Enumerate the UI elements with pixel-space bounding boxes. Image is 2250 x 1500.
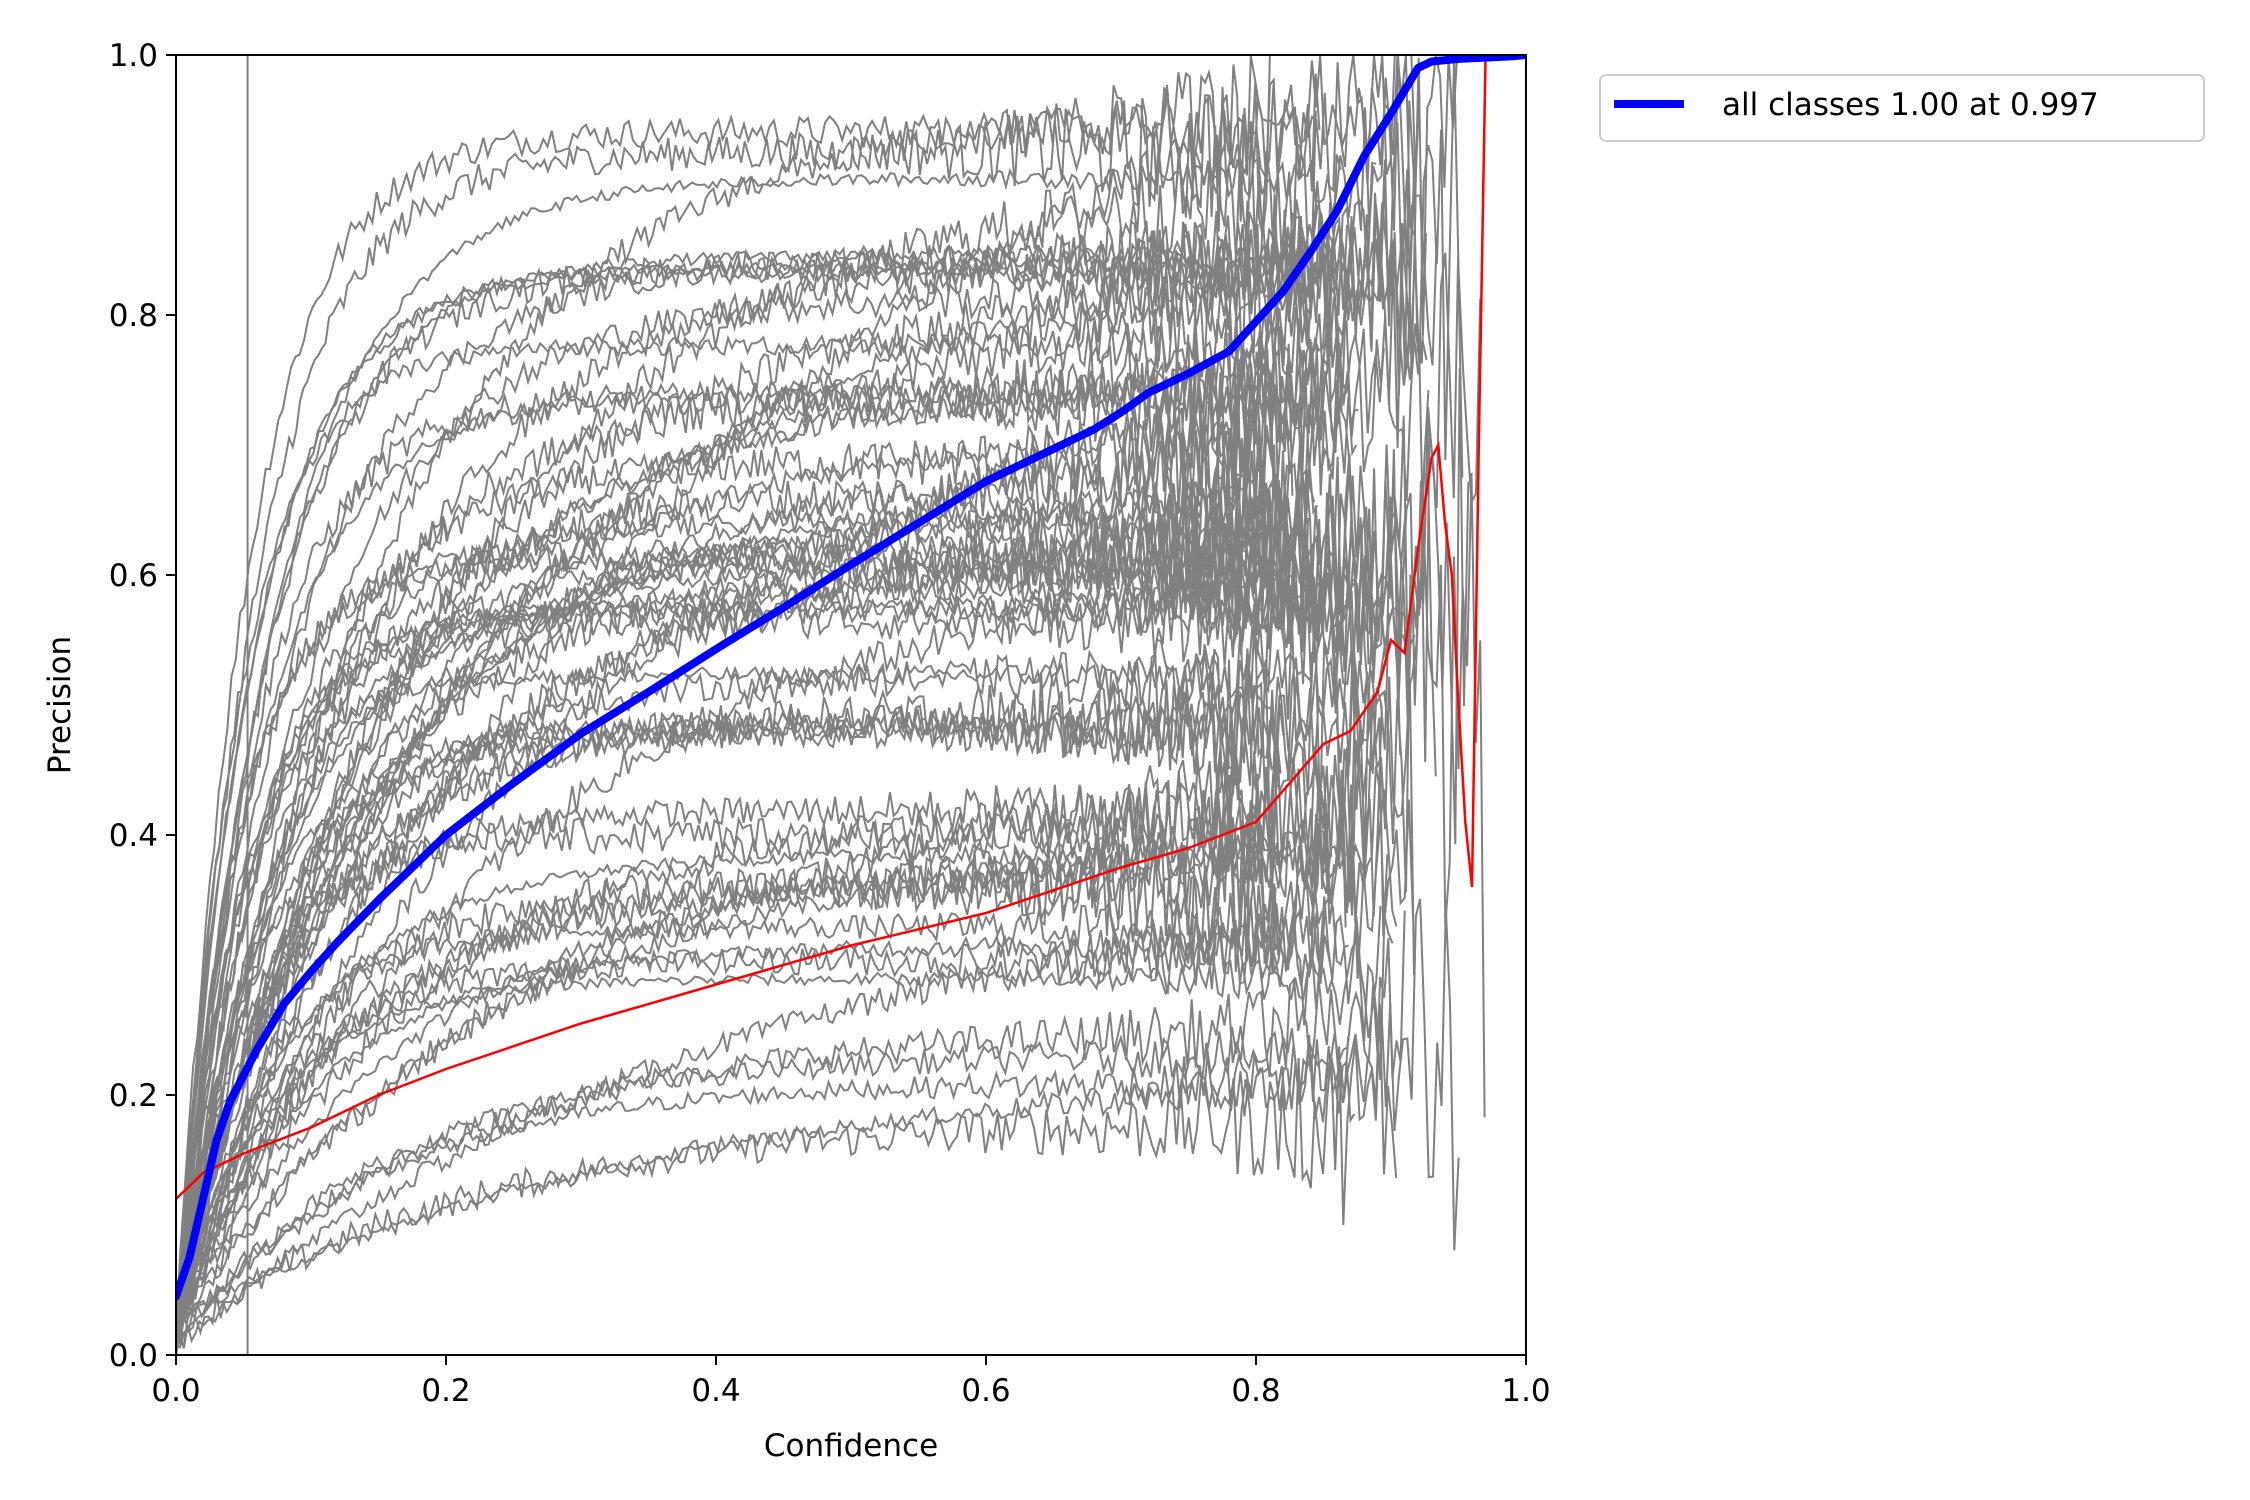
class-curve	[176, 770, 1346, 1336]
y-tick-label: 0.8	[109, 298, 158, 334]
x-tick-label: 1.0	[1501, 1373, 1550, 1409]
class-curve	[176, 684, 1283, 1355]
legend-label: all classes 1.00 at 0.997	[1722, 87, 2099, 123]
y-tick-label: 1.0	[109, 38, 158, 74]
y-axis: 0.0 0.2 0.4 0.6 0.8 1.0	[109, 38, 176, 1374]
legend: all classes 1.00 at 0.997	[1600, 75, 2204, 141]
x-tick-label: 0.6	[961, 1373, 1010, 1409]
class-curve	[176, 911, 1405, 1344]
precision-confidence-chart: 0.0 0.2 0.4 0.6 0.8 1.0 0.0 0.2 0.4 0.6 0.8 1.0 Co…	[0, 0, 2250, 1500]
x-tick-label: 0.2	[421, 1373, 470, 1409]
x-tick-label: 0.8	[1231, 1373, 1280, 1409]
y-tick-label: 0.0	[109, 1338, 158, 1374]
per-class-curves	[176, 55, 1485, 1355]
x-tick-label: 0.4	[691, 1373, 740, 1409]
y-axis-label: Precision	[42, 636, 78, 774]
x-axis: 0.0 0.2 0.4 0.6 0.8 1.0	[151, 1355, 1550, 1409]
x-axis-label: Confidence	[764, 1428, 938, 1464]
class-curve	[176, 1035, 1348, 1348]
y-tick-label: 0.6	[109, 558, 158, 594]
y-tick-label: 0.4	[109, 818, 158, 854]
x-tick-label: 0.0	[151, 1373, 200, 1409]
y-tick-label: 0.2	[109, 1078, 158, 1114]
class-curve	[176, 55, 1420, 1341]
class-curve	[176, 613, 1389, 1335]
